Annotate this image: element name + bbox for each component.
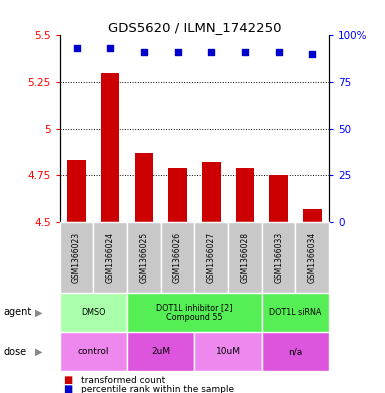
Text: percentile rank within the sample: percentile rank within the sample: [81, 385, 234, 393]
Text: 2uM: 2uM: [151, 347, 170, 356]
Text: ■: ■: [64, 375, 73, 385]
Bar: [194, 222, 228, 293]
Title: GDS5620 / ILMN_1742250: GDS5620 / ILMN_1742250: [108, 21, 281, 34]
Bar: [161, 222, 194, 293]
Bar: [168, 168, 187, 222]
Bar: [127, 293, 262, 332]
Bar: [270, 175, 288, 222]
Point: [242, 49, 248, 55]
Bar: [93, 222, 127, 293]
Text: n/a: n/a: [288, 347, 303, 356]
Bar: [135, 153, 153, 222]
Point: [276, 49, 282, 55]
Bar: [228, 222, 262, 293]
Text: GSM1366025: GSM1366025: [139, 232, 148, 283]
Bar: [202, 162, 221, 222]
Point: [309, 51, 315, 57]
Point: [107, 45, 113, 51]
Bar: [262, 293, 329, 332]
Bar: [67, 160, 86, 222]
Bar: [296, 222, 329, 293]
Bar: [101, 73, 119, 222]
Text: GSM1366028: GSM1366028: [241, 232, 249, 283]
Text: dose: dose: [4, 347, 27, 357]
Bar: [262, 332, 329, 371]
Text: DOT1L inhibitor [2]
Compound 55: DOT1L inhibitor [2] Compound 55: [156, 303, 233, 322]
Bar: [236, 168, 254, 222]
Bar: [60, 332, 127, 371]
Bar: [194, 332, 262, 371]
Text: agent: agent: [4, 307, 32, 318]
Bar: [303, 209, 321, 222]
Text: GSM1366027: GSM1366027: [207, 232, 216, 283]
Text: ■: ■: [64, 384, 73, 393]
Text: transformed count: transformed count: [81, 376, 165, 384]
Text: GSM1366026: GSM1366026: [173, 232, 182, 283]
Bar: [127, 332, 194, 371]
Point: [208, 49, 214, 55]
Text: ▶: ▶: [35, 347, 42, 357]
Text: GSM1366033: GSM1366033: [274, 232, 283, 283]
Bar: [127, 222, 161, 293]
Text: ▶: ▶: [35, 307, 42, 318]
Bar: [262, 222, 296, 293]
Text: GSM1366023: GSM1366023: [72, 232, 81, 283]
Point: [74, 45, 80, 51]
Point: [174, 49, 181, 55]
Text: 10uM: 10uM: [216, 347, 241, 356]
Bar: [60, 293, 127, 332]
Text: control: control: [78, 347, 109, 356]
Text: DMSO: DMSO: [81, 308, 105, 317]
Point: [141, 49, 147, 55]
Bar: [60, 222, 93, 293]
Text: DOT1L siRNA: DOT1L siRNA: [269, 308, 322, 317]
Text: GSM1366034: GSM1366034: [308, 232, 317, 283]
Text: GSM1366024: GSM1366024: [106, 232, 115, 283]
